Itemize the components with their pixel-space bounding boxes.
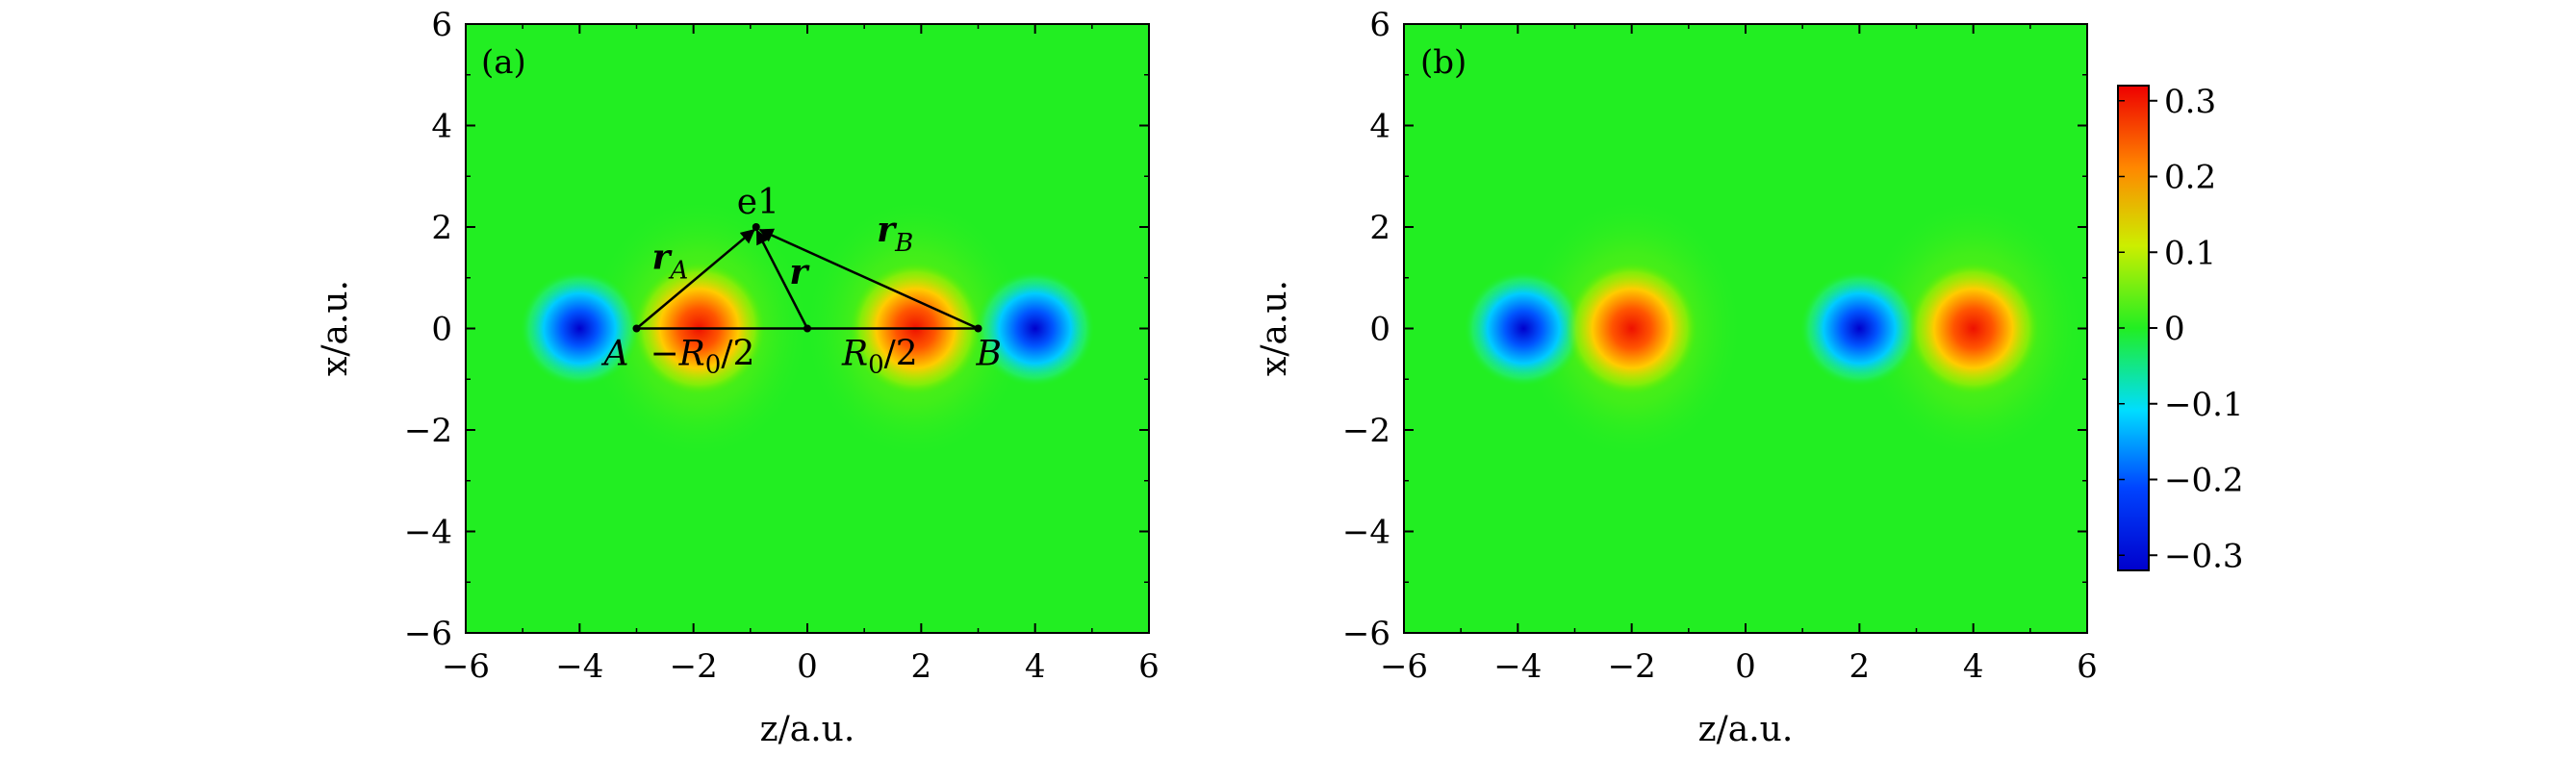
colorbar-tick-label-4: −0.1 xyxy=(2164,386,2244,424)
heatmap-lobe-b-2 xyxy=(1799,269,1920,388)
x-tick-label-b-5: 4 xyxy=(1963,647,1984,686)
label-A: A xyxy=(601,335,629,374)
heatmap-lobe-a-3 xyxy=(975,269,1095,388)
colorbar-tick-label-3: 0 xyxy=(2164,310,2185,348)
anno-point-3 xyxy=(752,223,760,231)
heatmap-lobe-b-1 xyxy=(1566,262,1697,395)
label-minus-R0-half: −R0/2 xyxy=(650,335,755,380)
colorbar-tick-label-0: 0.3 xyxy=(2164,83,2216,121)
vector-rA xyxy=(635,229,755,330)
vector-r xyxy=(755,229,809,330)
x-axis-label-b: z/a.u. xyxy=(1698,710,1794,749)
panel-label-a: (a) xyxy=(481,43,526,82)
x-tick-label-a-0: −6 xyxy=(442,647,490,686)
y-tick-label-b-4: 2 xyxy=(1369,209,1390,247)
label-B: B xyxy=(976,335,1002,374)
anno-point-2 xyxy=(803,324,811,333)
x-tick-label-b-1: −4 xyxy=(1493,647,1542,686)
label-e1: e1 xyxy=(737,183,779,222)
colorbar-tick-label-1: 0.2 xyxy=(2164,159,2216,197)
x-tick-label-a-1: −4 xyxy=(555,647,603,686)
y-tick-label-a-3: 0 xyxy=(431,311,452,349)
heatmap-lobe-b-0 xyxy=(1464,269,1584,388)
y-tick-label-a-1: −4 xyxy=(404,514,452,552)
x-tick-label-a-4: 2 xyxy=(911,647,932,686)
colorbar: 0.3 0.2 0.1 0 −0.1 −0.2 −0.3 xyxy=(2117,83,2244,575)
x-tick-label-a-3: 0 xyxy=(797,647,818,686)
x-tick-label-a-6: 6 xyxy=(1138,647,1160,686)
x-tick-label-a-5: 4 xyxy=(1025,647,1046,686)
y-tick-label-a-2: −2 xyxy=(404,412,452,450)
x-tick-label-b-2: −2 xyxy=(1608,647,1656,686)
colorbar-tick-label-2: 0.1 xyxy=(2164,234,2216,272)
panel-label-b: (b) xyxy=(1420,43,1467,82)
vector-rB xyxy=(758,228,980,330)
anno-point-1 xyxy=(974,324,982,333)
label-r: r xyxy=(789,252,810,292)
anno-point-0 xyxy=(632,324,641,333)
y-axis-label-b: x/a.u. xyxy=(1255,280,1294,376)
x-tick-label-a-2: −2 xyxy=(670,647,718,686)
y-tick-label-a-6: 6 xyxy=(431,6,452,44)
y-tick-label-b-3: 0 xyxy=(1369,311,1390,349)
heatmap-lobe-b-3 xyxy=(1907,262,2039,395)
x-tick-label-b-6: 6 xyxy=(2077,647,2098,686)
y-tick-label-b-0: −6 xyxy=(1342,615,1390,653)
y-tick-label-b-5: 4 xyxy=(1369,108,1390,146)
heatmap-lobe-a-0 xyxy=(520,269,640,388)
panel-b: −6 −4 −2 0 2 4 6 −6 −4 −2 0 2 4 6 (b) z/a.u. x/a.u. xyxy=(1255,6,2098,749)
x-tick-label-b-4: 2 xyxy=(1849,647,1871,686)
y-axis-label-a: x/a.u. xyxy=(316,280,355,376)
x-tick-label-b-0: −6 xyxy=(1380,647,1428,686)
y-tick-label-b-1: −4 xyxy=(1342,514,1390,552)
colorbar-tick-label-6: −0.3 xyxy=(2164,537,2244,575)
y-tick-label-a-4: 2 xyxy=(431,209,452,247)
y-tick-label-a-0: −6 xyxy=(404,615,452,653)
x-axis-label-a: z/a.u. xyxy=(760,710,855,749)
y-tick-label-b-2: −2 xyxy=(1342,412,1390,450)
colorbar-tick-label-5: −0.2 xyxy=(2164,462,2244,500)
y-tick-label-a-5: 4 xyxy=(431,108,452,146)
y-tick-label-b-6: 6 xyxy=(1369,6,1390,44)
x-tick-label-b-3: 0 xyxy=(1735,647,1756,686)
